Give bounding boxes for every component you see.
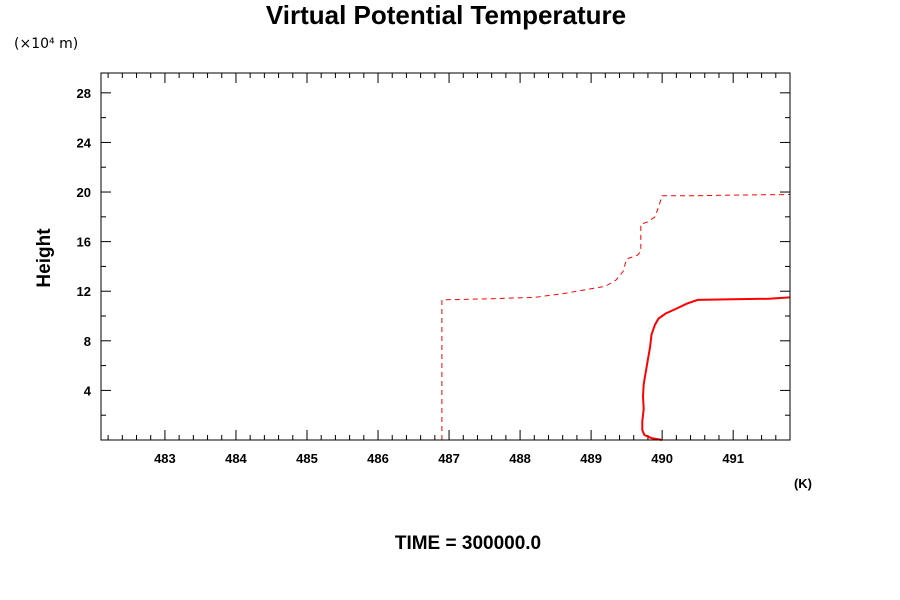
x-tick-label: 490 [651, 451, 673, 466]
x-tick-label: 483 [154, 451, 176, 466]
series-line-dashed [441, 194, 791, 440]
time-footer: TIME = 300000.0 [395, 533, 541, 554]
axis-ticks [101, 73, 791, 440]
y-tick-label: 20 [77, 185, 91, 200]
series-line-solid [641, 296, 791, 441]
x-tick-labels: 483 484 485 486 487 488 489 490 491 [154, 451, 744, 466]
series-layer [441, 194, 791, 441]
y-tick-label: 16 [77, 235, 91, 250]
x-tick-label: 486 [367, 451, 389, 466]
x-tick-label: 484 [225, 451, 247, 466]
y-tick-label: 8 [84, 334, 91, 349]
y-tick-label: 28 [77, 86, 91, 101]
x-tick-label: 485 [296, 451, 318, 466]
y-tick-label: 4 [84, 383, 92, 398]
y-tick-label: 24 [77, 135, 92, 150]
x-tick-label: 487 [438, 451, 460, 466]
x-tick-label: 491 [722, 451, 744, 466]
x-tick-label: 489 [580, 451, 602, 466]
y-tick-label: 12 [77, 284, 91, 299]
chart-title: Virtual Potential Temperature [266, 0, 626, 30]
y-tick-labels: 4 8 12 16 20 24 28 [77, 86, 92, 399]
y-scale-label: (×10⁴ m) [14, 36, 78, 52]
plot-frame [100, 72, 791, 441]
x-axis-label: (K) [794, 476, 812, 491]
x-tick-label: 488 [509, 451, 531, 466]
y-axis-label: Height [34, 228, 55, 288]
